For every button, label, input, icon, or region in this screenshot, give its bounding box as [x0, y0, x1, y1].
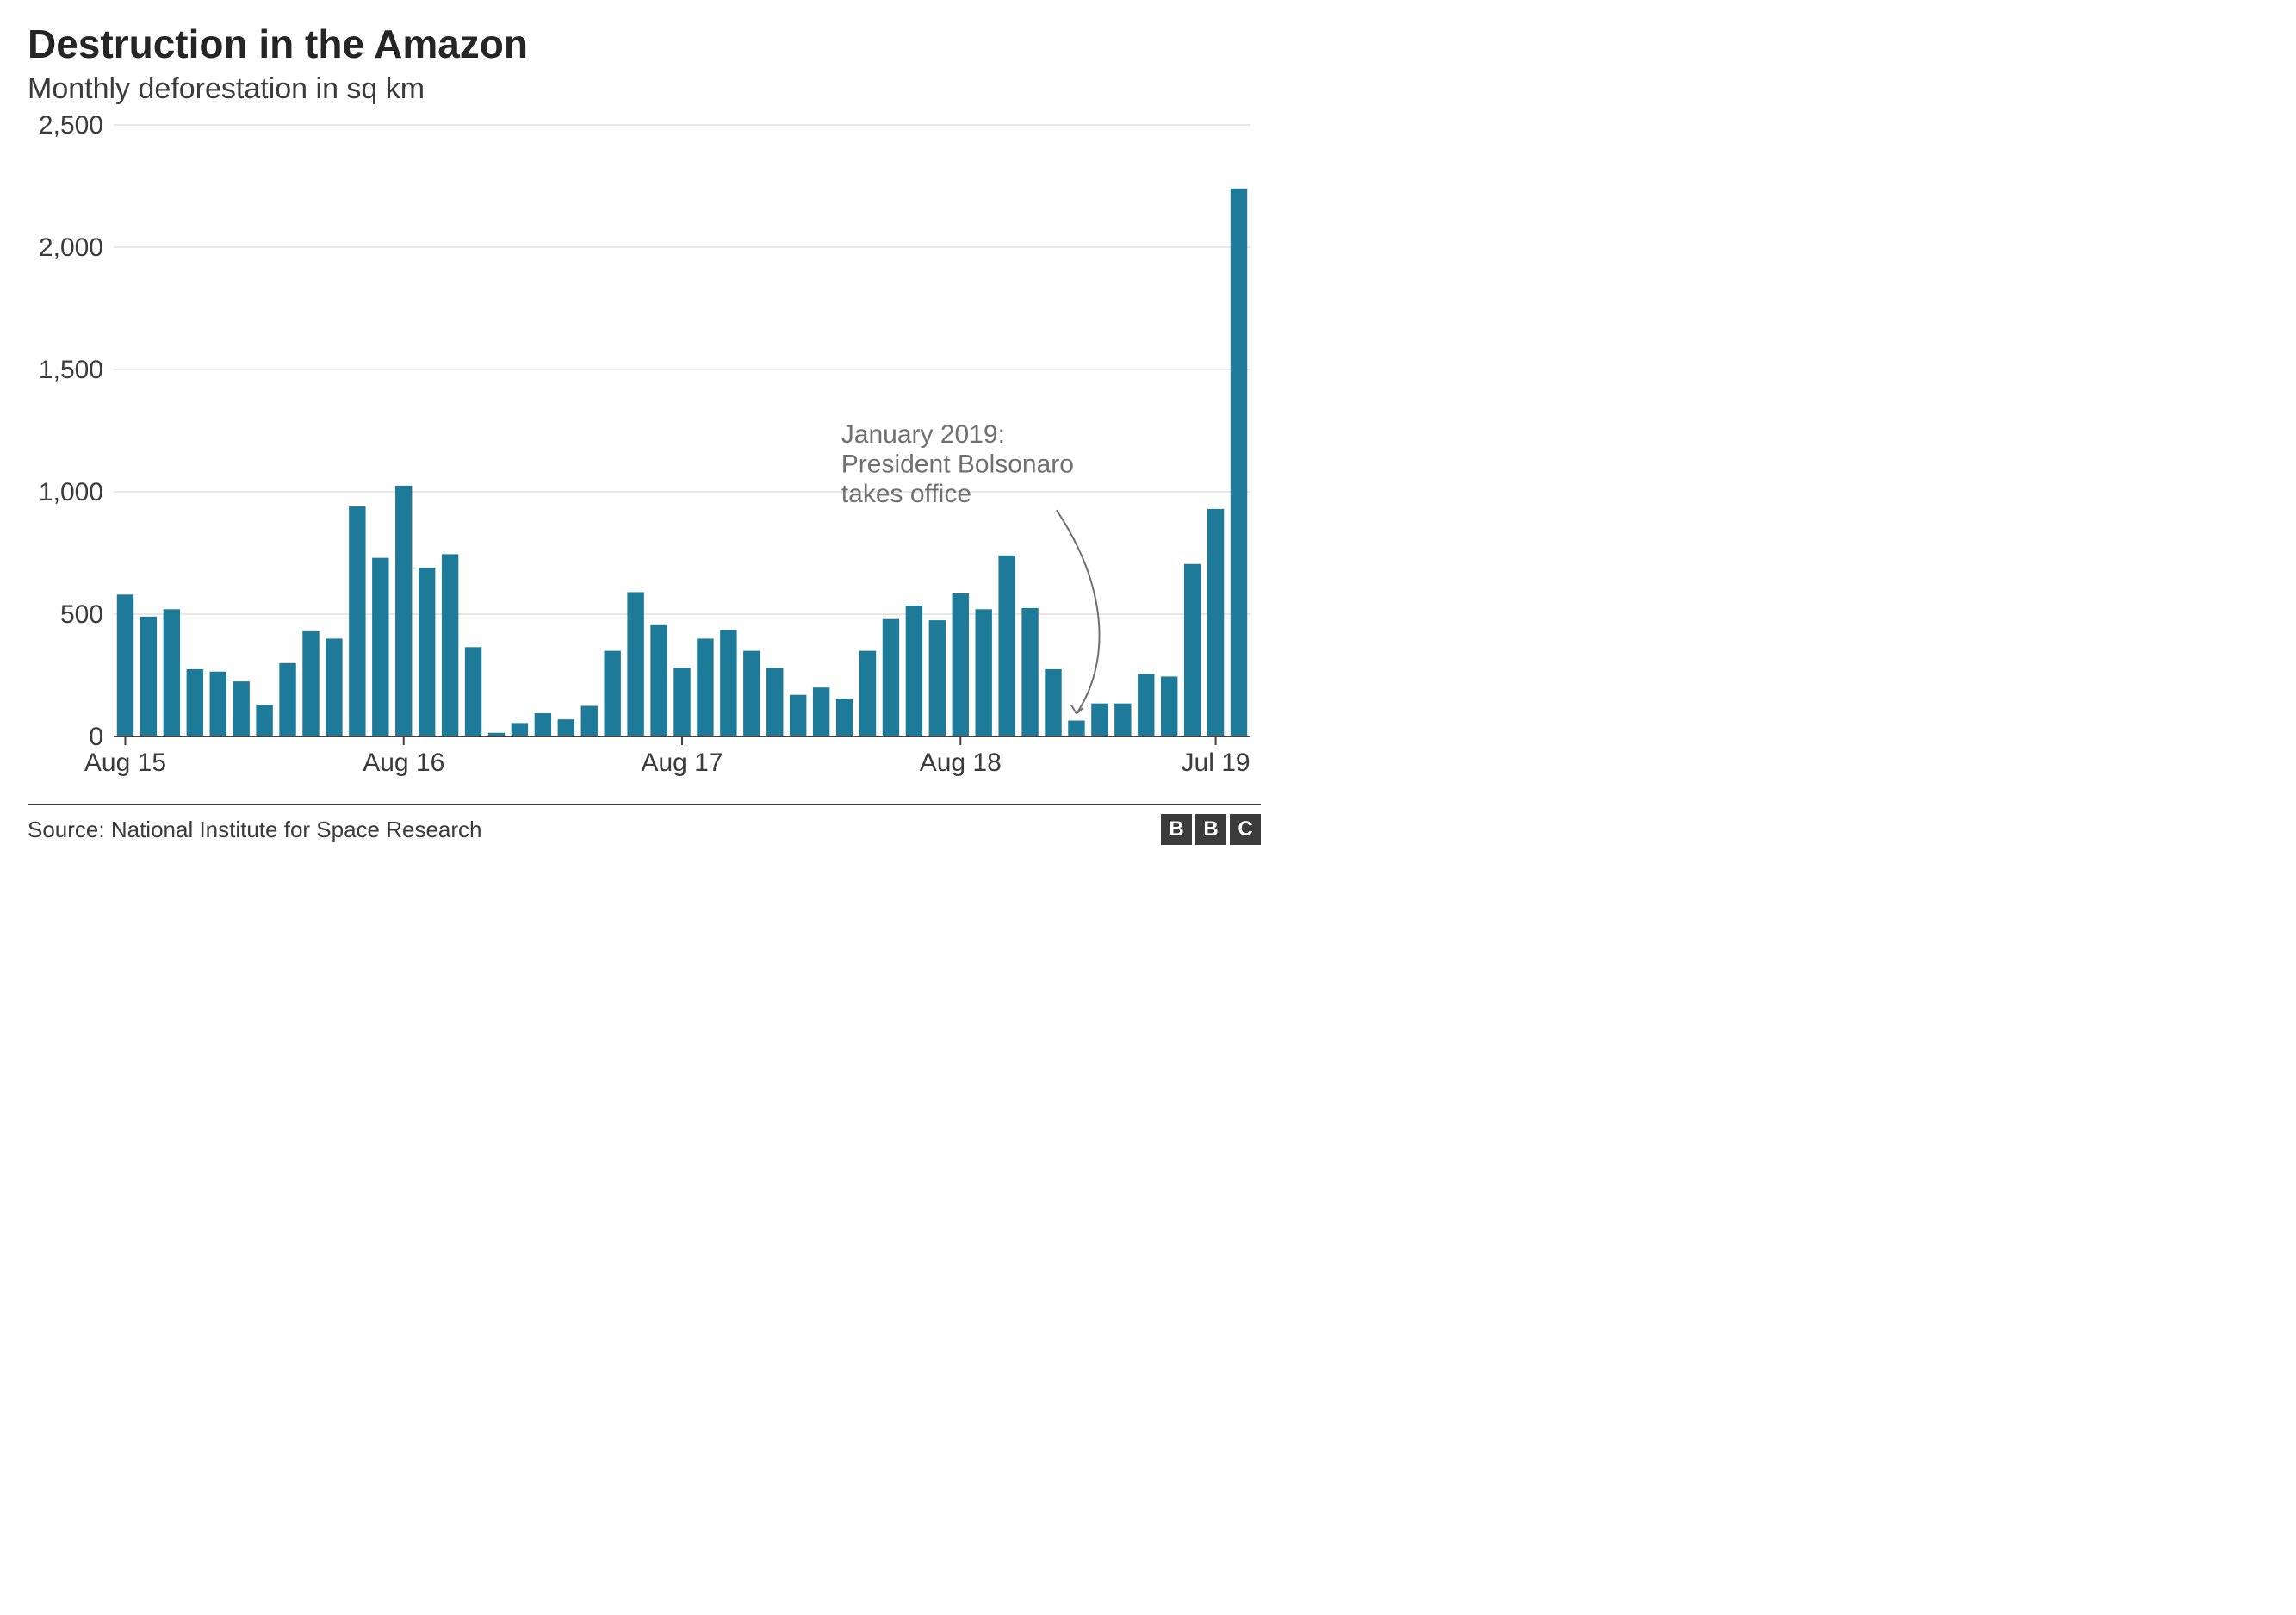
bar [976, 609, 992, 736]
annotation-label: January 2019:President Bolsonarotakes of… [841, 420, 1074, 508]
bar [558, 719, 574, 736]
bar [1161, 676, 1177, 736]
bar [1091, 704, 1108, 736]
annotation-arrow [1057, 510, 1100, 713]
bar [836, 699, 853, 736]
chart-footer: Source: National Institute for Space Res… [28, 804, 1261, 845]
bar [1114, 704, 1131, 736]
bar [210, 672, 226, 736]
bar [766, 668, 783, 736]
chart-container: Destruction in the Amazon Monthly defore… [0, 0, 1288, 859]
bar [883, 619, 899, 736]
bar [512, 723, 528, 736]
bar [859, 651, 876, 736]
y-tick-label: 500 [60, 600, 103, 629]
bar [1021, 608, 1038, 736]
bar [372, 558, 388, 736]
x-tick-label: Aug 18 [920, 748, 1002, 777]
bar [187, 669, 203, 736]
chart-subtitle: Monthly deforestation in sq km [28, 72, 1261, 106]
bar [302, 631, 319, 736]
bar [349, 506, 365, 736]
bar [1068, 721, 1084, 736]
bar [1207, 509, 1224, 736]
bbc-logo: B B C [1161, 814, 1261, 845]
chart-title: Destruction in the Amazon [28, 21, 1261, 67]
x-tick-label: Aug 17 [641, 748, 723, 777]
bar [627, 592, 643, 736]
bar [697, 638, 713, 736]
bar [953, 593, 969, 736]
bar [256, 705, 272, 736]
bar [813, 687, 829, 736]
bar [395, 486, 412, 736]
bar [906, 606, 922, 736]
bar [604, 651, 620, 736]
x-tick-label: Jul 19 [1182, 748, 1250, 777]
bar [442, 554, 458, 736]
plot-area: 0 500 1,000 1,500 2,000 2,500 Aug 15 Aug 16 Aug … [28, 116, 1261, 792]
bar [465, 647, 481, 736]
bar [929, 620, 946, 736]
bar [998, 556, 1015, 736]
y-tick-label: 2,500 [39, 116, 103, 140]
bar [233, 681, 249, 736]
y-tick-label: 0 [89, 723, 103, 751]
bar [535, 713, 551, 736]
bar [1045, 669, 1061, 736]
bar [140, 617, 157, 736]
bar [1138, 674, 1154, 736]
bar [1231, 189, 1247, 736]
bar [673, 668, 690, 736]
x-tick-label: Aug 16 [363, 748, 444, 777]
bar [790, 695, 806, 736]
bbc-letter: B [1195, 814, 1226, 845]
bar [650, 625, 667, 736]
bar [164, 609, 180, 736]
y-tick-label: 1,500 [39, 356, 103, 384]
bar [117, 594, 133, 736]
bar [326, 638, 342, 736]
y-tick-label: 1,000 [39, 478, 103, 506]
bar [720, 630, 736, 736]
y-tick-label: 2,000 [39, 233, 103, 262]
bar [419, 568, 435, 736]
bar [743, 651, 760, 736]
bbc-letter: C [1230, 814, 1261, 845]
source-text: Source: National Institute for Space Res… [28, 817, 482, 843]
bar-chart-svg: 0 500 1,000 1,500 2,000 2,500 Aug 15 Aug 16 Aug … [28, 116, 1261, 788]
x-tick-label: Aug 15 [84, 748, 166, 777]
bbc-letter: B [1161, 814, 1192, 845]
bar [581, 706, 598, 737]
bar [279, 663, 295, 736]
bar [1184, 564, 1201, 736]
